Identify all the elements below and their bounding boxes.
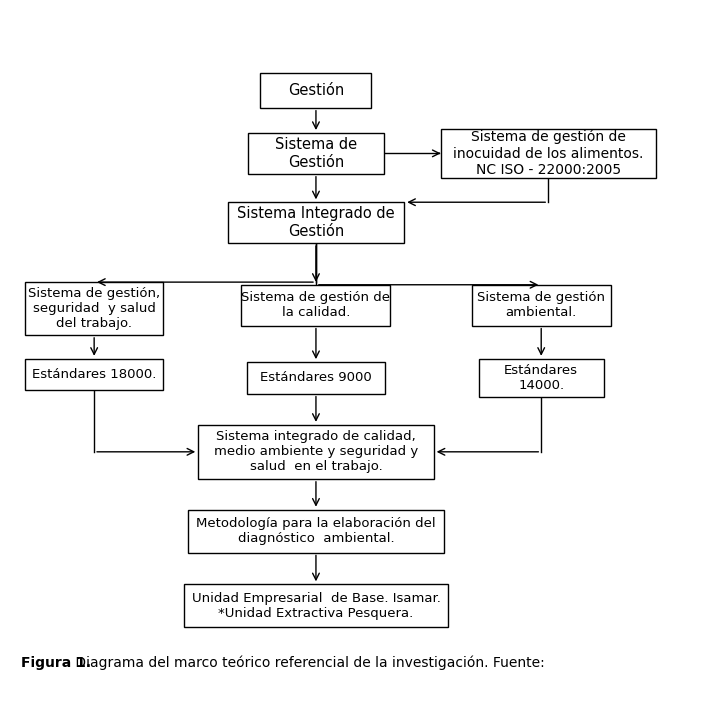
Text: Sistema de gestión de
inocuidad de los alimentos.
NC ISO - 22000:2005: Sistema de gestión de inocuidad de los a…: [453, 130, 643, 177]
Text: Figura 1.: Figura 1.: [22, 656, 92, 670]
FancyBboxPatch shape: [248, 133, 383, 174]
Text: Sistema Integrado de
Gestión: Sistema Integrado de Gestión: [237, 207, 395, 239]
FancyBboxPatch shape: [241, 285, 391, 326]
FancyBboxPatch shape: [247, 362, 386, 394]
FancyBboxPatch shape: [25, 359, 163, 391]
Text: Gestión: Gestión: [288, 83, 344, 98]
Text: Diagrama del marco teórico referencial de la investigación. Fuente:: Diagrama del marco teórico referencial d…: [71, 656, 545, 670]
FancyBboxPatch shape: [184, 584, 448, 627]
FancyBboxPatch shape: [198, 425, 434, 479]
FancyBboxPatch shape: [261, 73, 371, 108]
Text: Estándares 18000.: Estándares 18000.: [32, 368, 157, 381]
Text: Metodología para la elaboración del
diagnóstico  ambiental.: Metodología para la elaboración del diag…: [196, 517, 436, 545]
FancyBboxPatch shape: [227, 202, 404, 243]
Text: Sistema integrado de calidad,
medio ambiente y seguridad y
salud  en el trabajo.: Sistema integrado de calidad, medio ambi…: [214, 430, 418, 474]
Text: Sistema de gestión,
seguridad  y salud
del trabajo.: Sistema de gestión, seguridad y salud de…: [28, 287, 160, 330]
FancyBboxPatch shape: [188, 510, 444, 552]
Text: Sistema de
Gestión: Sistema de Gestión: [275, 137, 357, 170]
Text: Estándares
14000.: Estándares 14000.: [504, 364, 578, 392]
Text: Unidad Empresarial  de Base. Isamar.
*Unidad Extractiva Pesquera.: Unidad Empresarial de Base. Isamar. *Uni…: [191, 591, 440, 620]
Text: Sistema de gestión de
la calidad.: Sistema de gestión de la calidad.: [241, 291, 391, 320]
FancyBboxPatch shape: [479, 359, 604, 397]
Text: Estándares 9000: Estándares 9000: [260, 371, 372, 384]
FancyBboxPatch shape: [472, 285, 611, 326]
FancyBboxPatch shape: [440, 129, 656, 178]
FancyBboxPatch shape: [25, 282, 163, 335]
Text: Sistema de gestión
ambiental.: Sistema de gestión ambiental.: [477, 291, 605, 320]
